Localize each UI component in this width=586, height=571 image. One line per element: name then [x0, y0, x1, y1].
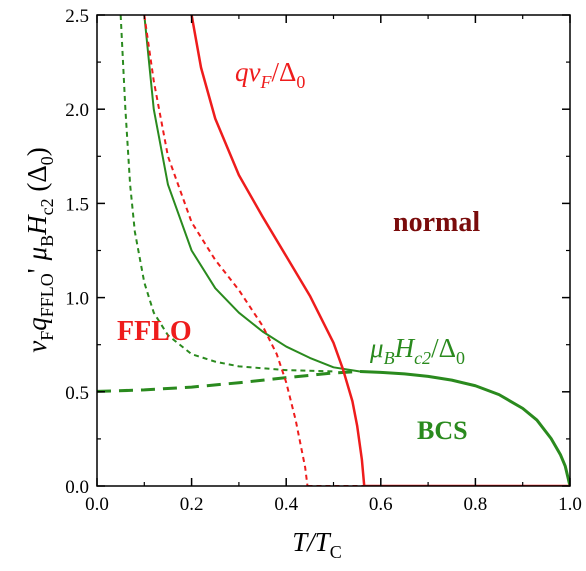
y-axis-title: vFqFFLO'μBHc2 (Δ0) — [22, 147, 57, 353]
y-tick-label: 2.5 — [65, 6, 89, 27]
series-line-2 — [143, 15, 361, 373]
hc2-curve-label: μBHc2/Δ0 — [369, 333, 465, 368]
x-tick-label: 1.0 — [558, 494, 582, 515]
y-tick-label: 2.0 — [65, 100, 89, 121]
y-tick-label: 0.5 — [65, 383, 89, 404]
series-line-1 — [97, 369, 361, 393]
y-tick-label: 0.0 — [65, 477, 89, 498]
q-vf-curve-label: qvF/Δ0 — [235, 57, 305, 92]
x-tick-label: 0.4 — [274, 494, 298, 515]
fflo-region-label: FFLO — [117, 316, 192, 347]
x-tick-label: 0.0 — [85, 494, 109, 515]
series-line-3 — [119, 15, 334, 373]
y-tick-label: 1.0 — [65, 289, 89, 310]
plot-frame — [96, 14, 571, 487]
chart-series-group — [97, 15, 570, 486]
x-axis-title: T/TC — [292, 527, 342, 562]
series-line-4 — [190, 15, 366, 486]
series-line-6 — [143, 15, 309, 486]
bcs-region-label: BCS — [417, 416, 468, 445]
series-line-0 — [359, 369, 570, 486]
x-tick-label: 0.2 — [180, 494, 204, 515]
axis-ticks-group: 0.0 0.2 0.4 0.6 0.8 1.0 0.0 0.5 1.0 1.5 2.0 2.5 — [65, 6, 582, 515]
normal-region-label: normal — [393, 207, 480, 238]
x-tick-label: 0.8 — [464, 494, 488, 515]
y-tick-label: 1.5 — [65, 194, 89, 215]
x-tick-label: 0.6 — [369, 494, 393, 515]
